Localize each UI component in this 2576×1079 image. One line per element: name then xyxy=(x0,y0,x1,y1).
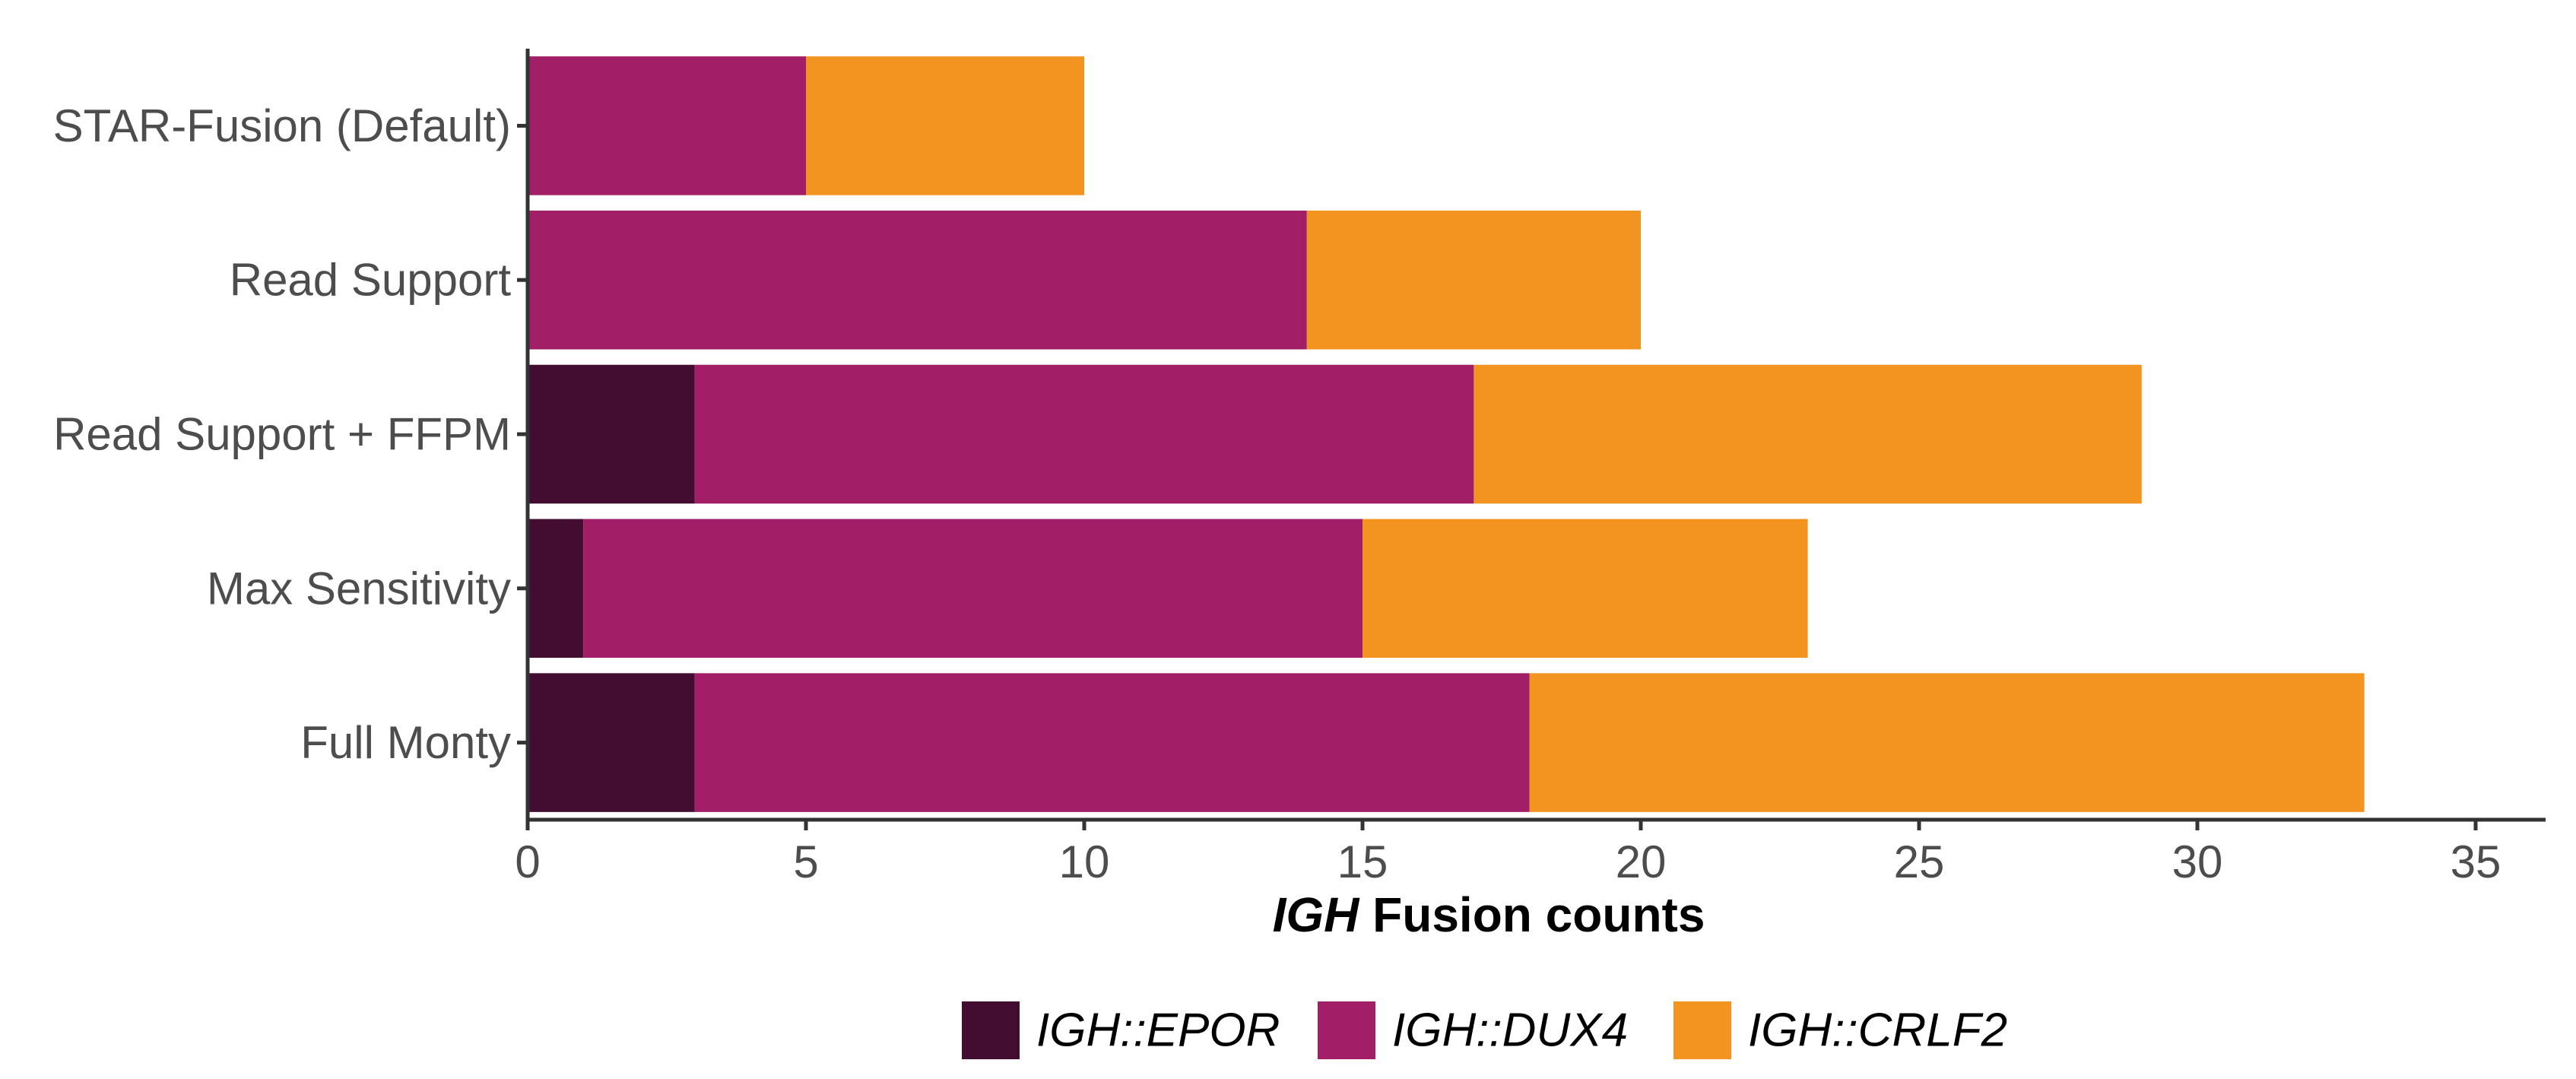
x-tick-label: 10 xyxy=(1059,836,1110,887)
bar-segment-igh-crlf2 xyxy=(1363,519,1808,659)
y-tick-label: Max Sensitivity xyxy=(207,563,511,614)
legend-swatch xyxy=(1318,1001,1375,1059)
x-tick-label: 30 xyxy=(2172,836,2223,887)
y-tick-label: Full Monty xyxy=(300,717,511,768)
x-axis-title-text: Fusion counts xyxy=(1359,887,1705,942)
x-tick-label: 20 xyxy=(1616,836,1667,887)
bars-group xyxy=(528,56,2365,812)
x-tick-label: 25 xyxy=(1894,836,1945,887)
legend-label: IGH::CRLF2 xyxy=(1748,1004,2007,1057)
bar-segment-igh-dux4 xyxy=(694,364,1474,504)
bar-segment-igh-crlf2 xyxy=(1306,210,1641,350)
y-tick-label: Read Support xyxy=(230,255,512,306)
y-tick-label: Read Support + FFPM xyxy=(53,409,511,460)
bar-segment-igh-crlf2 xyxy=(806,56,1084,195)
bar-segment-igh-crlf2 xyxy=(1474,364,2142,504)
x-tick-label: 5 xyxy=(793,836,818,887)
bar-segment-igh-crlf2 xyxy=(1529,673,2365,812)
x-axis-title-gene: IGH xyxy=(1273,887,1361,942)
bar-segment-igh-dux4 xyxy=(528,210,1307,350)
bar-segment-igh-dux4 xyxy=(528,56,806,195)
legend-swatch xyxy=(962,1001,1020,1059)
legend-label: IGH::EPOR xyxy=(1036,1004,1280,1057)
x-tick-label: 35 xyxy=(2451,836,2501,887)
x-axis: 0 5 10 15 20 25 30 35 xyxy=(515,817,2546,887)
y-tick-label: STAR-Fusion (Default) xyxy=(53,100,511,151)
x-tick-label: 15 xyxy=(1337,836,1388,887)
bar-segment-igh-epor xyxy=(528,519,584,659)
x-tick-label: 0 xyxy=(515,836,540,887)
legend-label: IGH::DUX4 xyxy=(1392,1004,1628,1057)
y-axis: STAR-Fusion (Default) Read Support Read Su… xyxy=(53,49,530,820)
bar-segment-igh-dux4 xyxy=(583,519,1363,659)
x-axis-title: IGH Fusion counts xyxy=(1273,887,1705,942)
bar-segment-igh-epor xyxy=(528,364,695,504)
legend: IGH::EPOR IGH::DUX4 IGH::CRLF2 xyxy=(962,1001,2007,1059)
legend-swatch xyxy=(1673,1001,1731,1059)
bar-segment-igh-dux4 xyxy=(694,673,1530,812)
bar-segment-igh-epor xyxy=(528,673,695,812)
